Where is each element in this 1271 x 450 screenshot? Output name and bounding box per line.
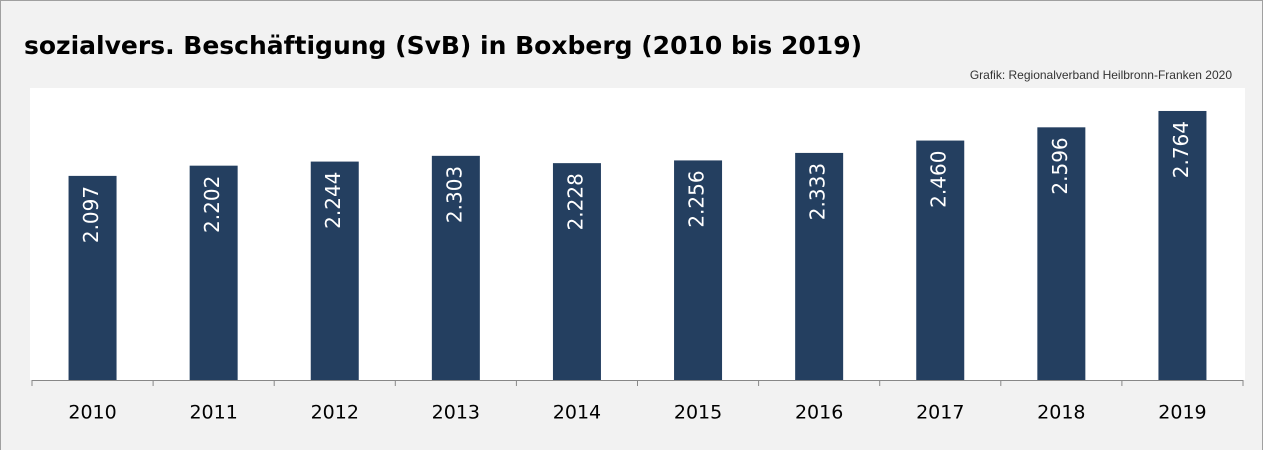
data-label: 2.097 xyxy=(79,186,103,243)
x-tick-label: 2011 xyxy=(189,402,237,424)
data-label: 2.244 xyxy=(321,172,345,229)
bar xyxy=(1037,127,1086,381)
bar xyxy=(431,155,480,380)
bar xyxy=(68,175,117,380)
x-tick-label: 2012 xyxy=(311,402,359,424)
x-tick-label: 2018 xyxy=(1037,402,1085,424)
bar xyxy=(674,160,723,380)
x-tick-label: 2010 xyxy=(68,402,116,424)
data-label: 2.460 xyxy=(927,151,951,208)
data-label: 2.256 xyxy=(685,170,709,227)
bar xyxy=(310,161,359,380)
data-label: 2.202 xyxy=(200,176,224,233)
chart-title: sozialvers. Beschäftigung (SvB) in Boxbe… xyxy=(24,31,862,60)
bar xyxy=(916,140,965,380)
x-tick-label: 2015 xyxy=(674,402,722,424)
data-label: 2.303 xyxy=(442,166,466,223)
data-label: 2.333 xyxy=(806,163,830,220)
x-tick-label: 2016 xyxy=(795,402,843,424)
bar xyxy=(552,163,601,380)
bar xyxy=(1158,110,1207,380)
x-tick-label: 2013 xyxy=(432,402,480,424)
bar xyxy=(189,165,238,380)
bar xyxy=(795,152,844,380)
source-note: Grafik: Regionalverband Heilbronn-Franke… xyxy=(970,68,1232,82)
data-label: 2.596 xyxy=(1048,137,1072,194)
x-tick-label: 2017 xyxy=(916,402,964,424)
x-tick-label: 2019 xyxy=(1158,402,1206,424)
data-label: 2.228 xyxy=(563,173,587,230)
x-tick-label: 2014 xyxy=(553,402,601,424)
data-label: 2.764 xyxy=(1169,121,1193,178)
